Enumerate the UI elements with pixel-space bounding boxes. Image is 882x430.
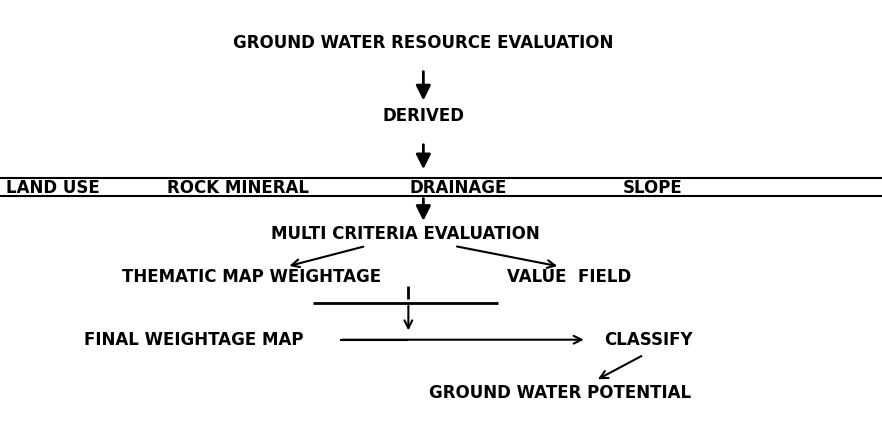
Text: THEMATIC MAP WEIGHTAGE: THEMATIC MAP WEIGHTAGE [122, 268, 381, 286]
Text: GROUND WATER POTENTIAL: GROUND WATER POTENTIAL [429, 384, 691, 402]
Text: DRAINAGE: DRAINAGE [410, 179, 507, 197]
Text: FINAL WEIGHTAGE MAP: FINAL WEIGHTAGE MAP [85, 331, 303, 349]
Text: DERIVED: DERIVED [383, 107, 464, 125]
Text: MULTI CRITERIA EVALUATION: MULTI CRITERIA EVALUATION [272, 225, 540, 243]
Text: ROCK MINERAL: ROCK MINERAL [168, 179, 309, 197]
Text: LAND USE: LAND USE [6, 179, 100, 197]
Text: VALUE  FIELD: VALUE FIELD [507, 268, 631, 286]
Text: SLOPE: SLOPE [623, 179, 683, 197]
Text: CLASSIFY: CLASSIFY [604, 331, 692, 349]
Text: GROUND WATER RESOURCE EVALUATION: GROUND WATER RESOURCE EVALUATION [233, 34, 614, 52]
